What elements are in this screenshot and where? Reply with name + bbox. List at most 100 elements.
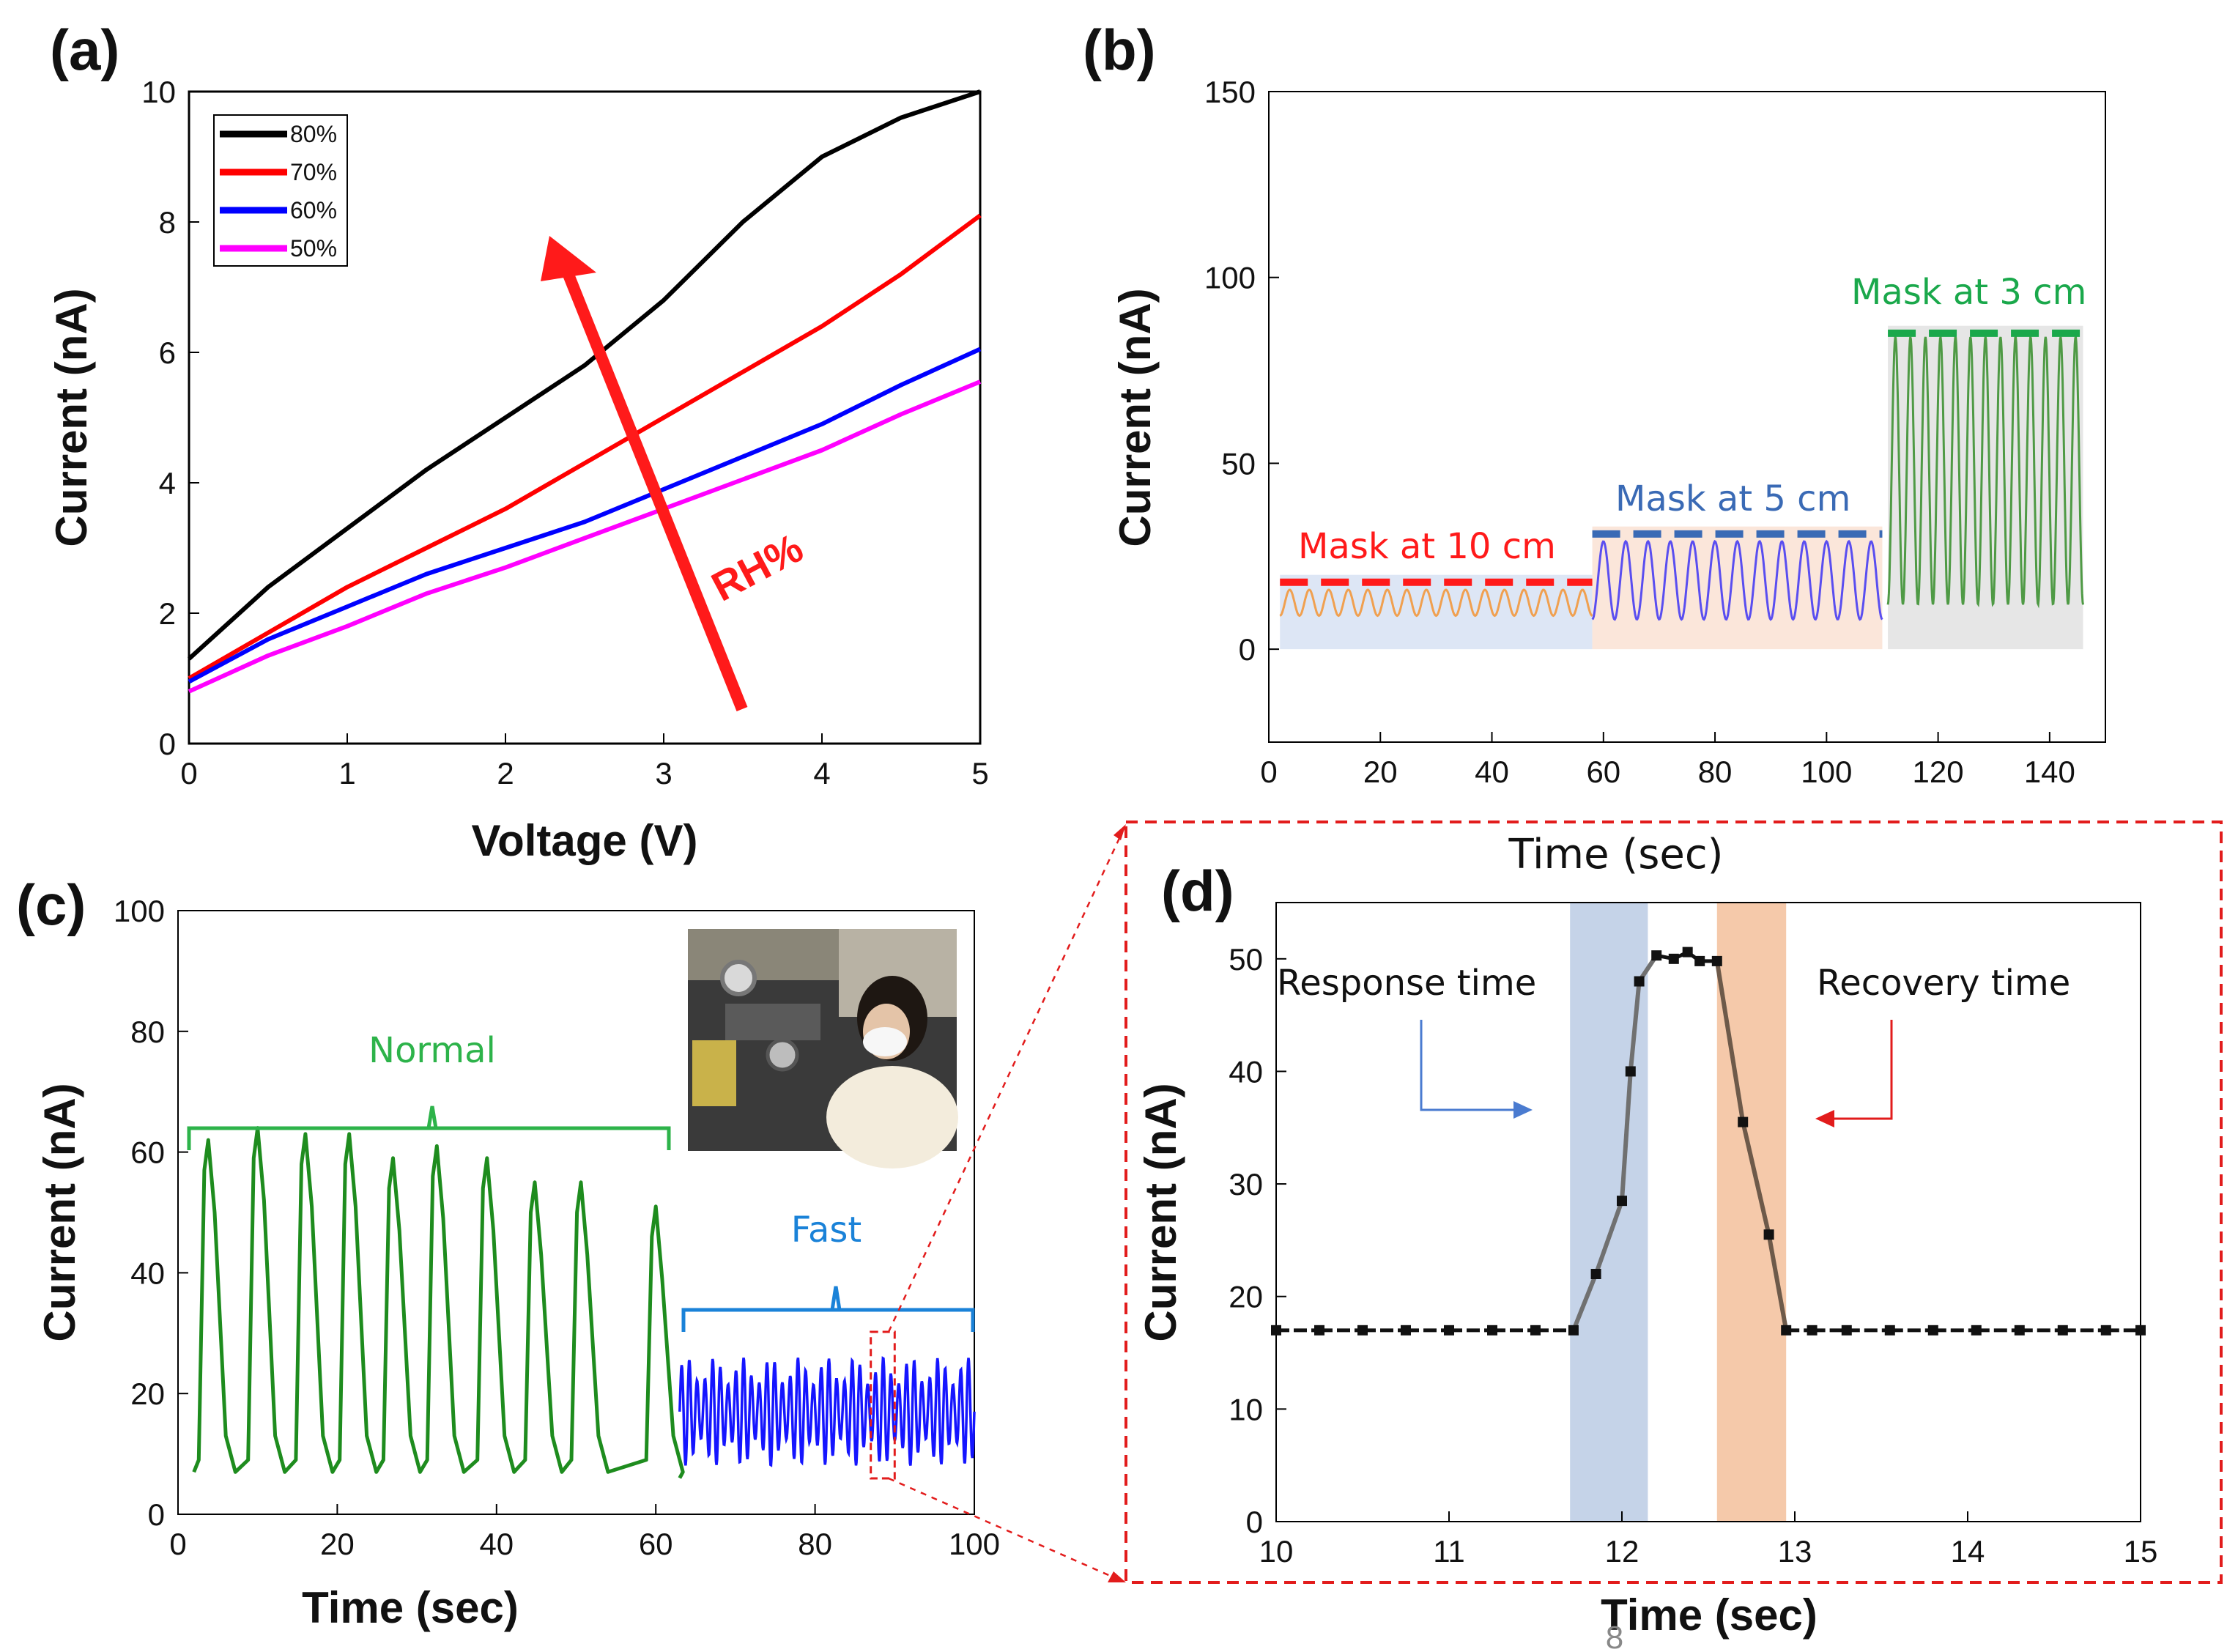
x-tick-label: 4 [813, 756, 830, 790]
x-tick-label: 40 [479, 1527, 514, 1561]
series-segment [1593, 1200, 1624, 1275]
label-recovery-time: Recovery time [1817, 963, 2070, 1004]
x-tick-label: 140 [2024, 755, 2075, 789]
y-tick-label: 8 [159, 205, 176, 240]
inset-photo [688, 929, 958, 1168]
data-point [1971, 1325, 1982, 1336]
data-point [1444, 1325, 1454, 1336]
data-point [1271, 1325, 1281, 1336]
data-point [1530, 1325, 1541, 1336]
legend-label-60: 60% [290, 197, 337, 223]
y-tick-label: 0 [1246, 1505, 1263, 1539]
y-tick-label: 80 [130, 1015, 165, 1049]
data-point [2057, 1325, 2068, 1336]
series-segment [1714, 960, 1746, 1123]
normal-brace-tip [426, 1105, 438, 1129]
data-point [1738, 1116, 1749, 1127]
panel-c-x-title: Time (sec) [302, 1583, 519, 1632]
panel-a-ticks: 0 1 2 3 4 5 0 2 4 6 8 10 [141, 75, 988, 790]
label-response-time: Response time [1277, 963, 1536, 1004]
x-tick-label: 0 [180, 756, 197, 790]
series-segment [1766, 1234, 1789, 1331]
y-tick-label: 10 [141, 75, 176, 109]
panel-a-label: (a) [50, 18, 119, 82]
data-point [1668, 953, 1679, 964]
y-tick-label: 6 [159, 336, 176, 370]
y-tick-label: 100 [1204, 261, 1256, 295]
x-tick-label: 60 [639, 1527, 673, 1561]
panel-b-plot-frame [1268, 91, 2106, 743]
panel-c-y-title: Current (nA) [35, 1083, 84, 1341]
label-fast: Fast [791, 1210, 862, 1251]
response-arrow [1420, 1020, 1516, 1111]
panel-d-y-title: Current (nA) [1136, 1083, 1185, 1341]
data-point [1781, 1325, 1792, 1336]
x-tick-label: 5 [971, 756, 988, 790]
x-tick-label: 1 [338, 756, 355, 790]
data-point [2014, 1325, 2025, 1336]
series-line-1 [1591, 539, 1883, 621]
y-tick-label: 0 [159, 727, 176, 761]
panel-b-x-title: Time (sec) [1508, 831, 1724, 878]
panel-a-plot-frame [188, 90, 982, 745]
zoom-box [870, 1330, 896, 1480]
zoom-connector-bottom-head [1108, 1571, 1126, 1582]
data-point [1884, 1325, 1895, 1336]
panel-b: (b) 0 20 40 60 80 100 120 140 0 50 100 150 Mask at … [1083, 18, 2106, 878]
y-tick-label: 100 [114, 894, 165, 928]
fast-brace [681, 1308, 975, 1332]
series-segment [1620, 1071, 1633, 1201]
x-tick-label: 60 [1586, 755, 1620, 789]
series-segment [1571, 1273, 1598, 1331]
data-point [1651, 950, 1662, 961]
panel-c-series [192, 1126, 976, 1479]
panel-d-series [1271, 947, 2146, 1336]
rh-arrow-shaft [563, 273, 748, 711]
data-point [1682, 947, 1693, 958]
legend-box [213, 114, 348, 267]
x-tick-label: 0 [169, 1527, 186, 1561]
x-tick-label: 15 [2124, 1534, 2158, 1568]
y-tick-label: 40 [130, 1256, 165, 1290]
footer-digit: 8 [1606, 1620, 1623, 1652]
recovery-arrow-head [1815, 1110, 1834, 1127]
y-tick-label: 40 [1229, 1054, 1263, 1089]
photo-mask [863, 1027, 907, 1056]
photo-dial [766, 1038, 799, 1072]
panel-a-x-title: Voltage (V) [472, 816, 698, 865]
label-mask-10cm: Mask at 10 cm [1298, 526, 1556, 567]
legend-label-50: 50% [290, 235, 337, 262]
data-point [1568, 1325, 1579, 1336]
panel-b-levels [1280, 329, 2091, 586]
panel-d-bands [1570, 903, 1787, 1522]
x-tick-label: 20 [1363, 755, 1398, 789]
panel-a-series [187, 89, 982, 694]
panel-d-label: (d) [1161, 859, 1234, 923]
panel-c: (c) 0 20 40 60 80 100 0 20 40 60 80 100 Normal Fast… [16, 873, 1000, 1632]
y-tick-label: 0 [148, 1497, 165, 1532]
data-point [1763, 1229, 1774, 1240]
band-1 [1592, 526, 1883, 650]
rh-annotation: RH% [704, 525, 810, 610]
data-point [1927, 1325, 1938, 1336]
x-tick-label: 13 [1778, 1534, 1812, 1568]
series-line-normal [192, 1126, 685, 1479]
y-tick-label: 50 [1229, 942, 1263, 977]
photo-instrument [692, 1040, 736, 1106]
rh-arrow-head [541, 236, 596, 281]
data-point [1487, 1325, 1497, 1336]
series-line-rh-50 [188, 379, 982, 694]
fast-brace-tip [830, 1286, 842, 1311]
photo-equipment [725, 1004, 820, 1040]
legend-label-80: 80% [290, 121, 337, 147]
panel-d-plot-frame [1275, 902, 2141, 1522]
data-point [2100, 1325, 2111, 1336]
photo-person-body [826, 1066, 958, 1168]
panel-c-label: (c) [16, 873, 86, 937]
y-tick-label: 2 [159, 596, 176, 631]
zoom-connector-bottom [888, 1477, 1114, 1579]
data-point [1625, 1066, 1636, 1077]
label-mask-5cm: Mask at 5 cm [1615, 478, 1850, 519]
